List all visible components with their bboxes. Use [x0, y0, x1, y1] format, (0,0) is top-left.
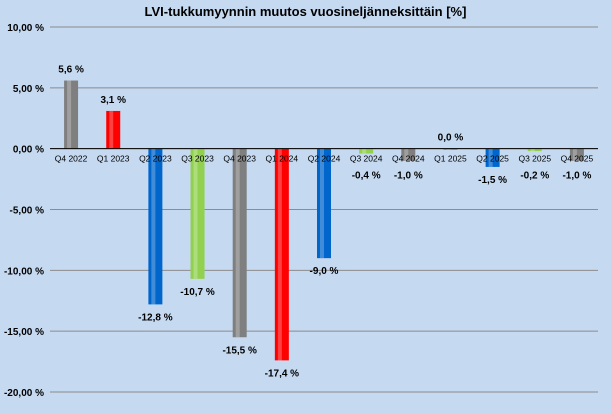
x-tick-label: Q4 2024	[392, 154, 425, 164]
y-tick-label: -5,00 %	[10, 206, 45, 217]
chart-title: LVI-tukkumyynnin muutos vuosineljänneksi…	[144, 4, 467, 19]
bar-q4-2025	[569, 148, 584, 161]
x-tick-label: Q1 2024	[266, 154, 299, 164]
bar-highlight	[151, 148, 156, 305]
value-label: -17,4 %	[265, 368, 300, 379]
y-tick-label: -10,00 %	[4, 266, 44, 277]
y-tick-label: -15,00 %	[4, 327, 44, 338]
y-tick-label: 10,00 %	[7, 23, 44, 34]
bar-highlight	[530, 148, 535, 152]
y-tick-label: 5,00 %	[13, 84, 44, 95]
value-label: -9,0 %	[310, 266, 339, 277]
y-tick-label: -20,00 %	[4, 388, 44, 399]
bar-q4-2023	[232, 148, 247, 338]
bar-q4-2024	[401, 148, 416, 161]
value-label: -0,4 %	[352, 171, 381, 182]
bar-q3-2025	[527, 148, 542, 152]
x-tick-label: Q1 2023	[97, 154, 130, 164]
x-tick-label: Q3 2025	[518, 154, 551, 164]
value-label: -0,2 %	[520, 171, 549, 182]
y-tick-label: 0,00 %	[13, 145, 44, 156]
x-tick-label: Q1 2025	[434, 154, 467, 164]
value-label: -10,7 %	[180, 287, 215, 298]
bar-q4-2022	[64, 80, 79, 149]
x-tick-label: Q4 2022	[55, 154, 88, 164]
bar-q2-2025	[485, 148, 500, 167]
x-tick-label: Q3 2024	[350, 154, 383, 164]
bar-highlight	[193, 148, 198, 279]
bar-q1-2023	[106, 110, 121, 149]
bar-highlight	[572, 148, 577, 161]
y-axis: 10,00 % 5,00 % 0,00 % -5,00 % -10,00 % -15,00…	[4, 23, 44, 399]
x-tick-label: Q2 2023	[139, 154, 172, 164]
bar-highlight	[277, 148, 282, 361]
value-label: 3,1 %	[100, 95, 126, 106]
x-tick-label: Q4 2023	[223, 154, 256, 164]
value-label: -12,8 %	[138, 312, 173, 323]
value-labels: 5,6 % 3,1 % -12,8 % -10,7 % -15,5 % -17,4 % -9…	[58, 65, 591, 380]
bar-highlight	[235, 148, 240, 338]
bar-highlight	[362, 148, 367, 154]
x-tick-label: Q3 2023	[181, 154, 214, 164]
bar-highlight	[109, 110, 114, 149]
bar-q2-2024	[317, 148, 331, 259]
bar-q2-2023	[148, 148, 163, 305]
bar-q3-2023	[190, 148, 205, 279]
value-label: -15,5 %	[222, 345, 257, 356]
x-tick-label: Q4 2025	[561, 154, 594, 164]
x-tick-label: Q2 2024	[308, 154, 341, 164]
x-axis-labels: Q4 2022 Q1 2023 Q2 2023 Q3 2023 Q4 2023 Q1 20…	[55, 154, 594, 164]
bars	[64, 80, 584, 361]
value-label: 5,6 %	[58, 65, 84, 76]
value-label: -1,5 %	[478, 175, 507, 186]
value-label: -1,0 %	[562, 171, 591, 182]
bar-q1-2024	[274, 148, 289, 361]
bar-highlight	[488, 148, 493, 167]
bar-q3-2024	[359, 148, 374, 154]
value-label: -1,0 %	[394, 171, 423, 182]
bar-highlight	[320, 148, 324, 259]
x-tick-label: Q2 2025	[476, 154, 509, 164]
bar-highlight	[67, 80, 72, 149]
value-label: 0,0 %	[438, 133, 464, 144]
bar-highlight	[404, 148, 409, 161]
